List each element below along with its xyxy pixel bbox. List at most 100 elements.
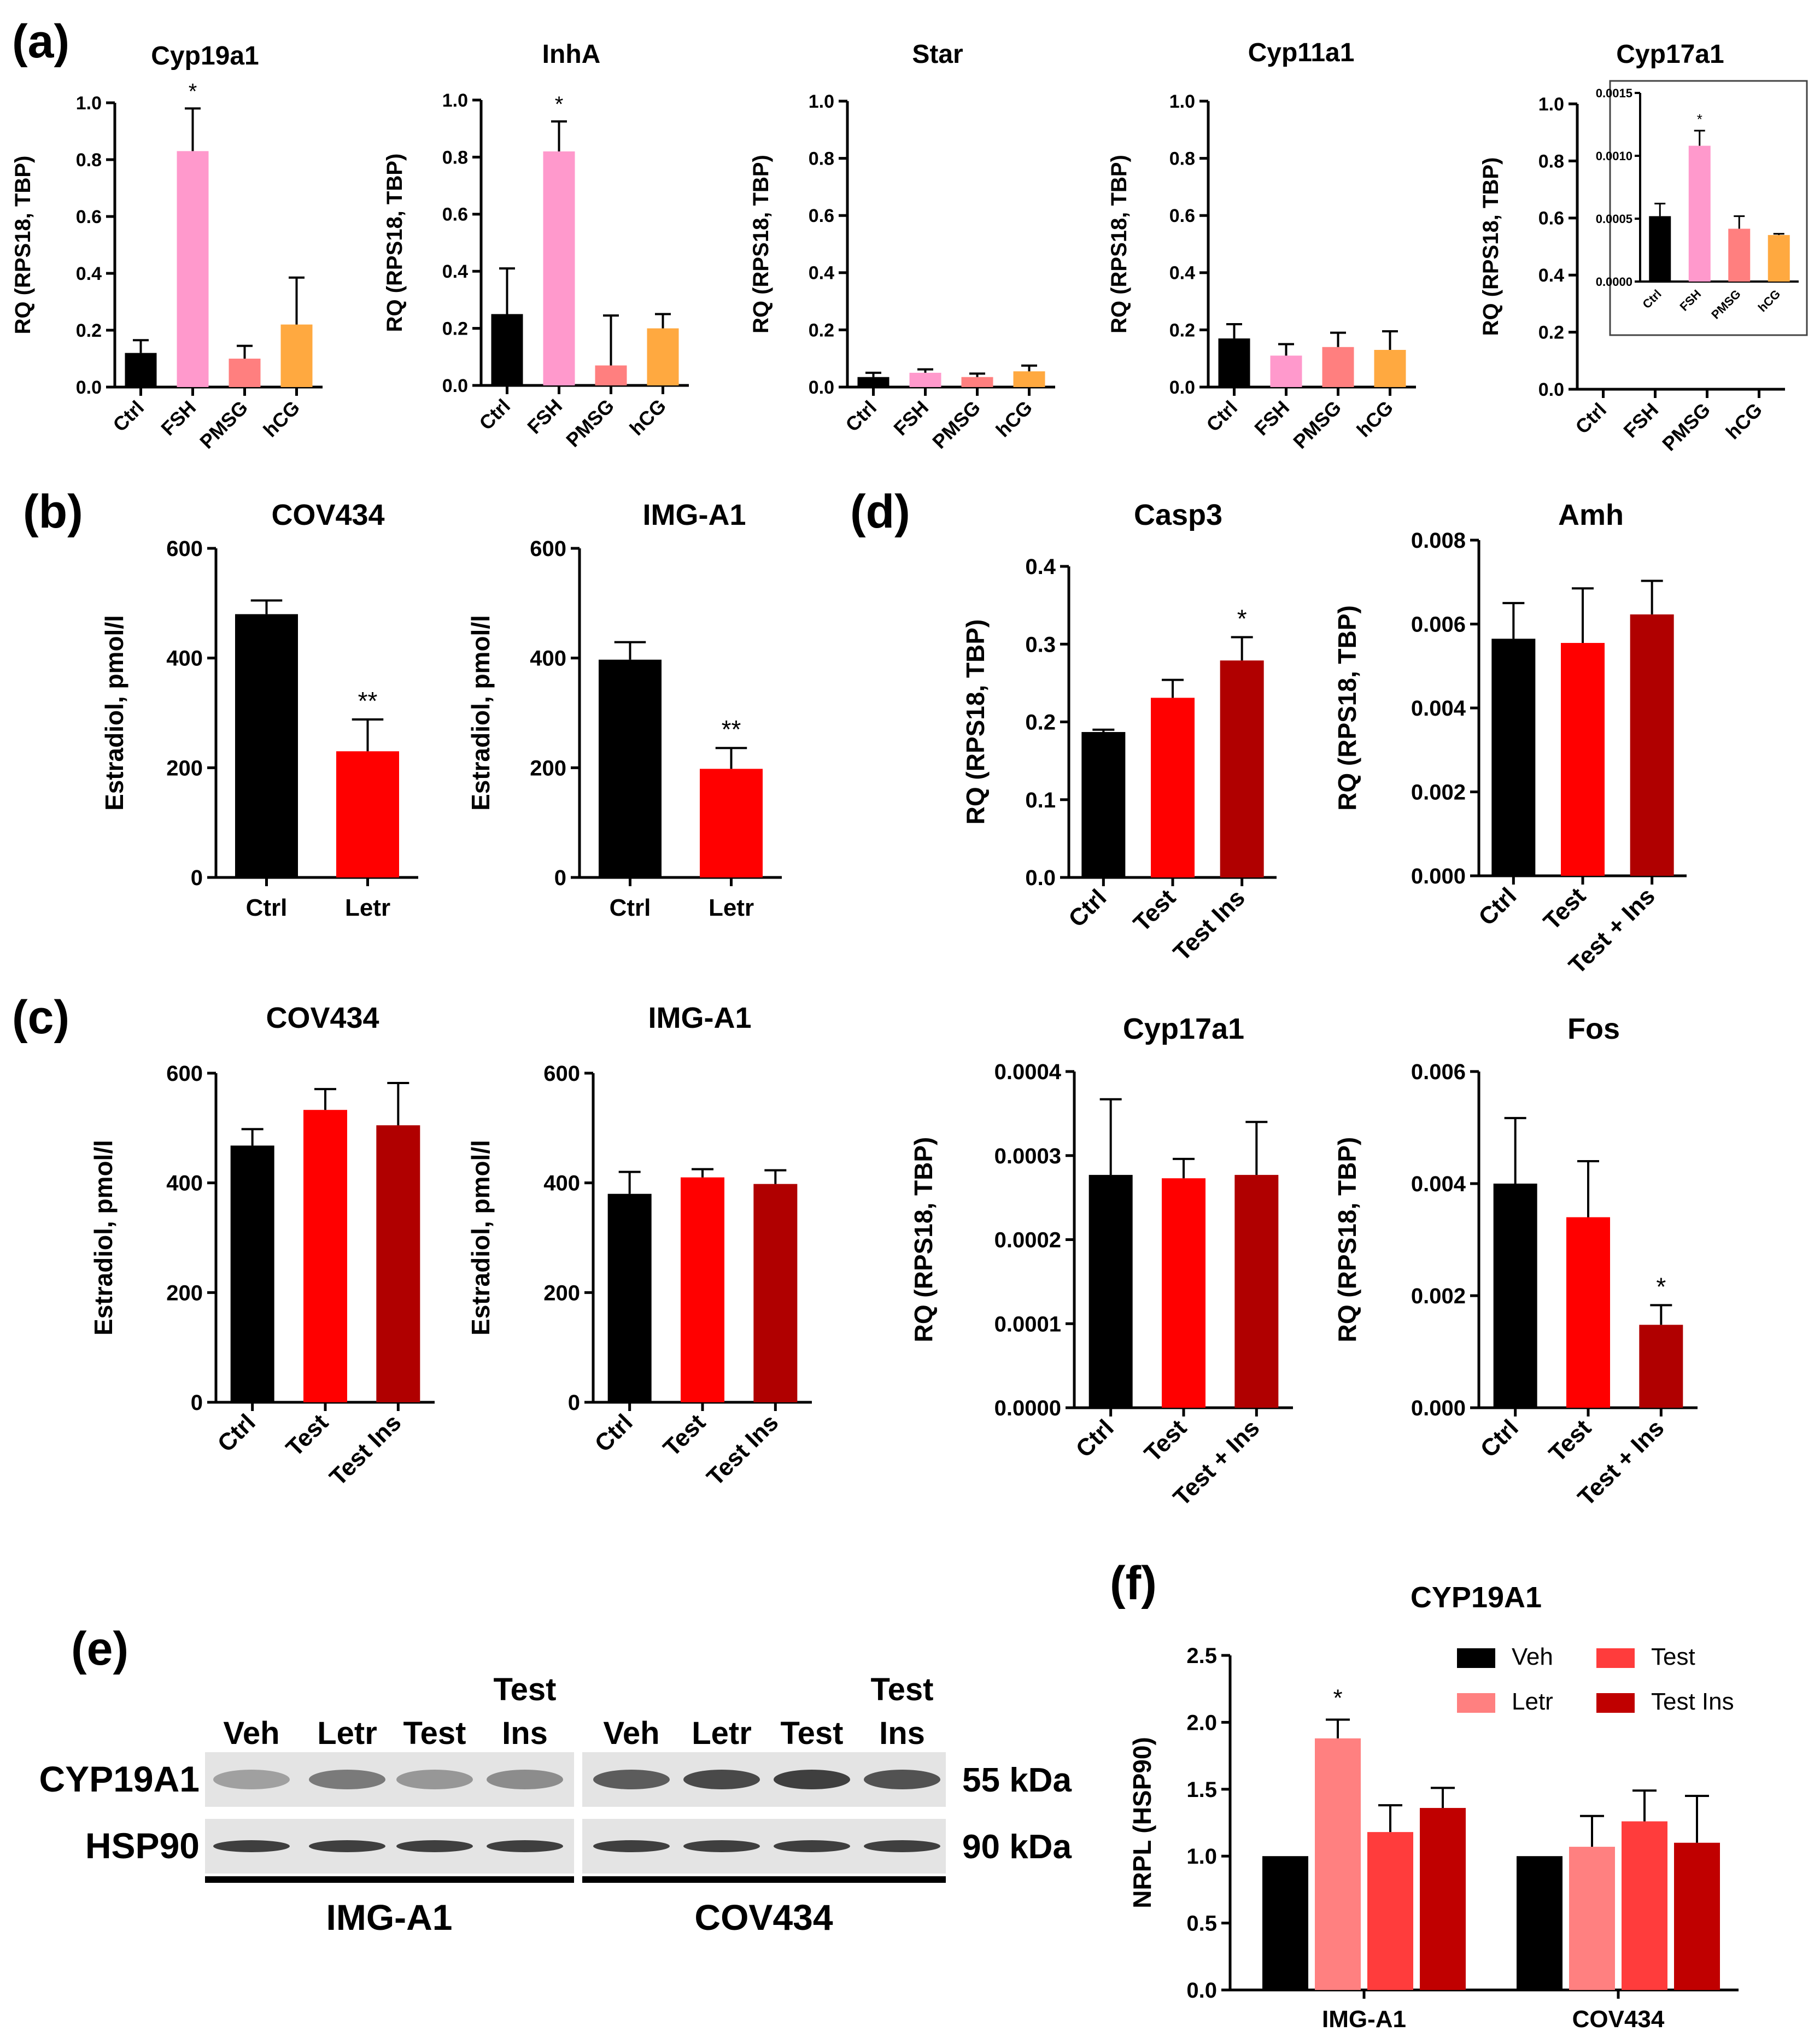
lane-label: Letr bbox=[692, 1716, 752, 1751]
y-tick-label: 0.1 bbox=[1025, 788, 1056, 812]
bar bbox=[599, 659, 662, 877]
charts-layer: Cyp19a1 0.0 0.2 0.4 0.6 0.8 1.0 RQ (RPS18, TBP)… bbox=[11, 38, 1808, 2033]
y-axis-label: RQ (RPS18, TBP) bbox=[11, 156, 35, 335]
lane-label: Test bbox=[403, 1716, 466, 1751]
inset-bar bbox=[1649, 216, 1671, 282]
bar bbox=[1491, 639, 1536, 876]
blot-band bbox=[864, 1770, 940, 1789]
y-tick-label: 0.0 bbox=[76, 377, 102, 398]
x-tick-label: Test bbox=[1128, 884, 1181, 937]
bar bbox=[1220, 660, 1264, 877]
legend: Veh Letr Test Test Ins bbox=[1457, 1643, 1734, 1715]
lane-label: Veh bbox=[223, 1716, 279, 1751]
x-tick-label: Ctrl bbox=[610, 894, 651, 921]
legend-label: Veh bbox=[1512, 1643, 1553, 1670]
x-tick-label: Ctrl bbox=[108, 396, 148, 436]
bar bbox=[961, 377, 993, 387]
chart-title: IMG-A1 bbox=[643, 499, 746, 531]
x-tick-label: Ctrl bbox=[1473, 882, 1521, 930]
y-tick-label: 400 bbox=[166, 647, 203, 671]
chart-c1: COV434 0 200 400 600 Estradiol, pmol/l Ctrl Tes… bbox=[89, 1002, 435, 1491]
chart-d4: Fos 0.000 0.002 0.004 0.006 RQ (RPS18, TBP) Ct… bbox=[1333, 1012, 1698, 1511]
y-axis-label: Estradiol, pmol/l bbox=[466, 1140, 495, 1336]
x-tick-label: hCG bbox=[1721, 399, 1766, 444]
y-tick-label: 0.0001 bbox=[994, 1312, 1061, 1336]
y-tick-label: 0.0 bbox=[809, 377, 834, 398]
y-tick-label: 0.2 bbox=[76, 320, 102, 341]
blot-band bbox=[487, 1840, 563, 1852]
y-tick-label: 2.5 bbox=[1186, 1644, 1217, 1668]
y-tick-label: 0.0 bbox=[1186, 1978, 1217, 2003]
blot-band bbox=[864, 1840, 940, 1852]
lane-label: Ins bbox=[879, 1716, 925, 1751]
x-tick-label: Letr bbox=[709, 894, 754, 921]
y-tick-label: 200 bbox=[530, 756, 566, 780]
cell-line-label: COV434 bbox=[694, 1897, 833, 1937]
chart-title: Amh bbox=[1558, 499, 1624, 531]
chart-d1: Casp3 0.0 0.1 0.2 0.3 0.4 RQ (RPS18, TBP) Ctrl T… bbox=[961, 499, 1277, 966]
x-tick-label: IMG-A1 bbox=[1322, 2006, 1406, 2033]
x-tick-label: Ctrl bbox=[246, 894, 288, 921]
y-tick-label: 0.8 bbox=[442, 147, 468, 168]
bar bbox=[1013, 371, 1045, 387]
x-tick-label: PMSG bbox=[928, 396, 985, 453]
legend-swatch bbox=[1457, 1693, 1495, 1713]
panel-label-a: (a) bbox=[12, 15, 69, 68]
lane-label: Ins bbox=[502, 1716, 548, 1751]
molecular-weight-label: 90 kDa bbox=[962, 1828, 1072, 1866]
y-tick-label: 0.0002 bbox=[994, 1228, 1061, 1252]
significance-marker: ** bbox=[722, 715, 741, 744]
bar bbox=[700, 769, 763, 877]
bar bbox=[543, 151, 575, 385]
legend-swatch bbox=[1596, 1648, 1635, 1668]
y-tick-label: 1.0 bbox=[1538, 94, 1564, 115]
bar bbox=[230, 1145, 274, 1402]
y-tick-label: 0 bbox=[554, 866, 566, 890]
y-tick-label: 200 bbox=[543, 1281, 580, 1305]
y-tick-label: 600 bbox=[530, 537, 566, 561]
y-axis-label: RQ (RPS18, TBP) bbox=[749, 155, 773, 333]
chart-title: Fos bbox=[1567, 1012, 1620, 1045]
x-tick-label: FSH bbox=[889, 396, 933, 440]
blot-band bbox=[213, 1840, 290, 1852]
y-tick-label: 0.0000 bbox=[994, 1396, 1061, 1420]
x-tick-label: Test bbox=[281, 1409, 334, 1462]
panel-label-e: (e) bbox=[71, 1623, 128, 1675]
western-blot: Veh Letr Test Test Ins Veh Letr Test Test Ins CYP1… bbox=[39, 1672, 1072, 1937]
x-tick-label: Test bbox=[658, 1409, 711, 1462]
bar bbox=[491, 314, 523, 385]
blot-band bbox=[774, 1840, 850, 1852]
inset-bar bbox=[1688, 145, 1711, 282]
bar bbox=[1081, 731, 1126, 877]
blot-band bbox=[683, 1840, 760, 1852]
bar bbox=[607, 1193, 652, 1402]
y-tick-label: 200 bbox=[166, 756, 203, 780]
y-tick-label: 0.6 bbox=[1169, 206, 1195, 226]
protein-label: CYP19A1 bbox=[39, 1759, 200, 1799]
y-tick-label: 600 bbox=[166, 537, 203, 561]
x-tick-label: Ctrl bbox=[1571, 399, 1611, 438]
blot-band bbox=[593, 1840, 670, 1852]
chart-title: Cyp17a1 bbox=[1123, 1012, 1244, 1045]
bar bbox=[1566, 1217, 1610, 1408]
inset-y-tick-label: 0.0000 bbox=[1596, 275, 1632, 289]
panel-label-d: (d) bbox=[850, 485, 910, 538]
x-tick-label: FSH bbox=[156, 396, 200, 440]
panel-label-b: (b) bbox=[23, 485, 83, 538]
y-tick-label: 2.0 bbox=[1186, 1711, 1217, 1735]
y-axis-label: NRPL (HSP90) bbox=[1128, 1737, 1156, 1909]
chart-title: Cyp17a1 bbox=[1616, 40, 1724, 69]
inset-y-tick-label: 0.0015 bbox=[1596, 86, 1632, 100]
x-tick-label: Ctrl bbox=[1202, 396, 1242, 436]
chart-title: COV434 bbox=[271, 499, 384, 531]
chart-title: Cyp11a1 bbox=[1248, 38, 1355, 67]
legend-label: Test bbox=[1651, 1643, 1695, 1670]
bar bbox=[1151, 698, 1195, 877]
y-tick-label: 0.0 bbox=[1025, 866, 1056, 890]
chart-title: InhA bbox=[542, 40, 601, 69]
y-tick-label: 0.8 bbox=[1169, 149, 1195, 169]
y-tick-label: 0.006 bbox=[1411, 1060, 1466, 1084]
protein-label: HSP90 bbox=[85, 1825, 200, 1866]
chart-title: COV434 bbox=[266, 1002, 379, 1034]
